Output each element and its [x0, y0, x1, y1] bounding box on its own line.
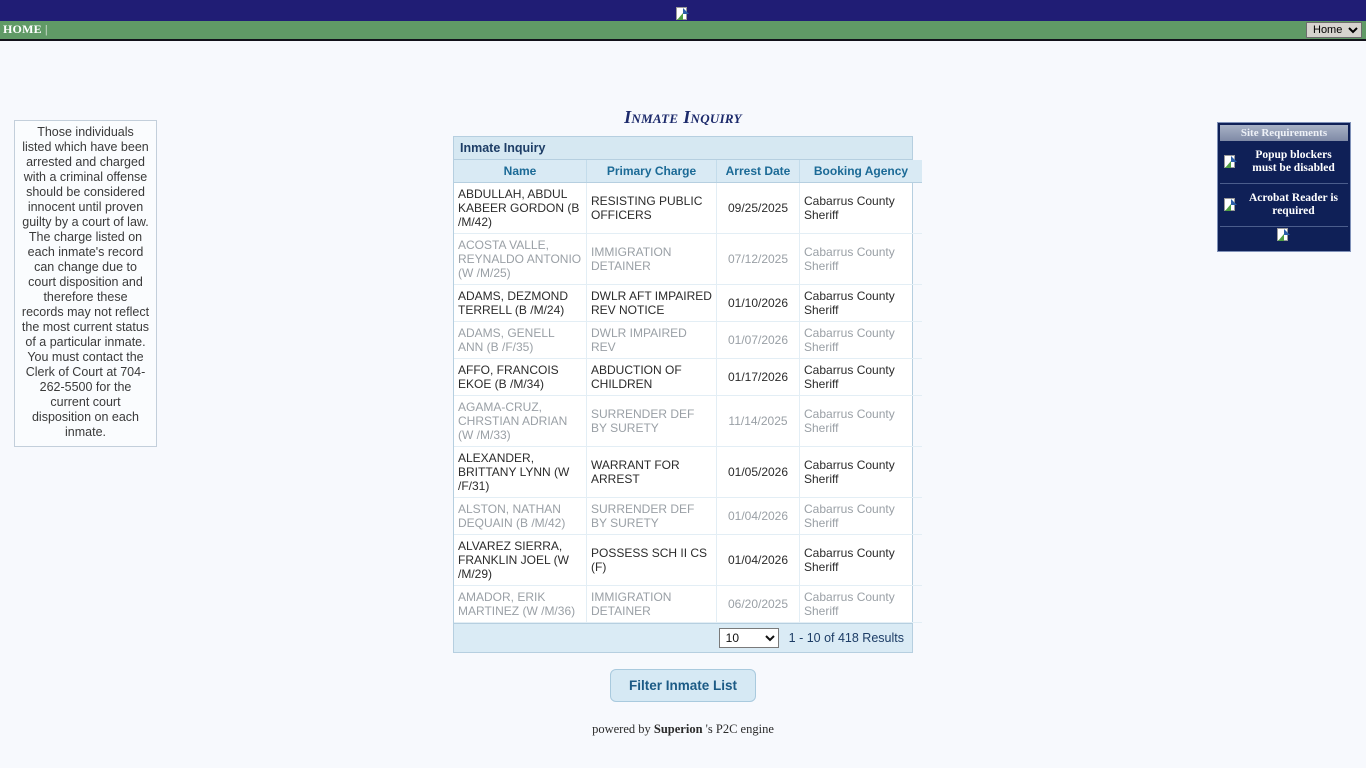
nav-separator: |	[45, 22, 48, 36]
cell-booking-agency: Cabarrus County Sheriff	[799, 321, 922, 359]
cell-booking-agency: Cabarrus County Sheriff	[799, 585, 922, 623]
cell-name[interactable]: ALVAREZ SIERRA, FRANKLIN JOEL (W /M/29)	[454, 534, 587, 586]
table-row[interactable]: AFFO, FRANCOIS EKOE (B /M/34) ABDUCTION …	[454, 358, 922, 396]
column-header-primary-charge[interactable]: Primary Charge	[586, 160, 717, 183]
table-header-row: Name Primary Charge Arrest Date Booking …	[454, 160, 922, 183]
page-title: Inmate Inquiry	[624, 107, 742, 127]
column-header-arrest-date[interactable]: Arrest Date	[716, 160, 800, 183]
cell-booking-agency: Cabarrus County Sheriff	[799, 395, 922, 447]
main-content: Inmate Inquiry Inmate Inquiry Name Prima…	[390, 101, 976, 737]
cell-name[interactable]: ABDULLAH, ABDUL KABEER GORDON (B /M/42)	[454, 182, 587, 234]
cell-arrest-date: 06/20/2025	[716, 585, 800, 623]
site-requirements-title: Site Requirements	[1220, 125, 1348, 141]
site-logo-broken-image-icon	[676, 7, 691, 22]
inmate-grid: Inmate Inquiry Name Primary Charge Arres…	[453, 136, 922, 653]
nav-home-link[interactable]: HOME |	[3, 22, 48, 37]
cell-booking-agency: Cabarrus County Sheriff	[799, 182, 922, 234]
cell-arrest-date: 01/10/2026	[716, 284, 800, 322]
powered-brand: Superion	[653, 722, 703, 736]
grid-caption: Inmate Inquiry	[454, 137, 912, 160]
cell-name[interactable]: ALSTON, NATHAN DEQUAIN (B /M/42)	[454, 497, 587, 535]
cell-name[interactable]: ADAMS, GENELL ANN (B /F/35)	[454, 321, 587, 359]
nav-home-label: HOME	[3, 22, 42, 36]
table-row[interactable]: ADAMS, GENELL ANN (B /F/35) DWLR IMPAIRE…	[454, 321, 922, 359]
nav-page-select[interactable]: Home	[1306, 22, 1362, 38]
cell-primary-charge: DWLR IMPAIRED REV	[586, 321, 717, 359]
cell-name[interactable]: ACOSTA VALLE, REYNALDO ANTONIO (W /M/25)	[454, 233, 587, 285]
cell-primary-charge: IMMIGRATION DETAINER	[586, 585, 717, 623]
cell-primary-charge: POSSESS SCH II CS (F)	[586, 534, 717, 586]
table-row[interactable]: ABDULLAH, ABDUL KABEER GORDON (B /M/42) …	[454, 182, 922, 234]
table-body: ABDULLAH, ABDUL KABEER GORDON (B /M/42) …	[454, 182, 922, 623]
cell-primary-charge: RESISTING PUBLIC OFFICERS	[586, 182, 717, 234]
site-requirement-label: Acrobat Reader is required	[1248, 192, 1338, 217]
table-head: Name Primary Charge Arrest Date Booking …	[454, 160, 922, 183]
cell-booking-agency: Cabarrus County Sheriff	[799, 284, 922, 322]
disclaimer-text: Those individuals listed which have been…	[21, 125, 150, 439]
page-size-select[interactable]: 10	[718, 628, 779, 648]
cell-primary-charge: ABDUCTION OF CHILDREN	[586, 358, 717, 396]
site-requirement-extra-icon-row	[1220, 227, 1348, 249]
cell-arrest-date: 01/04/2026	[716, 497, 800, 535]
popup-blocker-broken-image-icon	[1224, 154, 1239, 170]
column-header-name[interactable]: Name	[454, 160, 587, 183]
cell-name[interactable]: AMADOR, ERIK MARTINEZ (W /M/36)	[454, 585, 587, 623]
table-row[interactable]: ACOSTA VALLE, REYNALDO ANTONIO (W /M/25)…	[454, 233, 922, 285]
cell-primary-charge: WARRANT FOR ARREST	[586, 446, 717, 498]
site-requirement-label: Popup blockers must be disabled	[1252, 149, 1335, 174]
cell-name[interactable]: ADAMS, DEZMOND TERRELL (B /M/24)	[454, 284, 587, 322]
cell-primary-charge: SURRENDER DEF BY SURETY	[586, 497, 717, 535]
page-body: Those individuals listed which have been…	[0, 41, 1366, 768]
results-count: 1 - 10 of 418 Results	[788, 631, 904, 645]
disclaimer-box: Those individuals listed which have been…	[14, 120, 157, 447]
acrobat-reader-broken-image-icon	[1224, 197, 1239, 213]
column-header-booking-agency[interactable]: Booking Agency	[799, 160, 922, 183]
main-navigation-bar: HOME | Home	[0, 21, 1366, 41]
filter-inmate-list-button[interactable]: Filter Inmate List	[609, 669, 757, 702]
acrobat-download-broken-image-icon[interactable]	[1276, 228, 1292, 243]
site-requirement-popup-blockers: Popup blockers must be disabled	[1220, 141, 1348, 184]
cell-booking-agency: Cabarrus County Sheriff	[799, 497, 922, 535]
table-row[interactable]: ALSTON, NATHAN DEQUAIN (B /M/42) SURREND…	[454, 497, 922, 535]
cell-name[interactable]: ALEXANDER, BRITTANY LYNN (W /F/31)	[454, 446, 587, 498]
table-row[interactable]: AMADOR, ERIK MARTINEZ (W /M/36) IMMIGRAT…	[454, 585, 922, 623]
cell-arrest-date: 01/17/2026	[716, 358, 800, 396]
site-requirement-acrobat-reader: Acrobat Reader is required	[1220, 184, 1348, 227]
table-row[interactable]: ADAMS, DEZMOND TERRELL (B /M/24) DWLR AF…	[454, 284, 922, 322]
cell-arrest-date: 01/07/2026	[716, 321, 800, 359]
inmate-table: Name Primary Charge Arrest Date Booking …	[454, 160, 922, 623]
cell-name[interactable]: AGAMA-CRUZ, CHRSTIAN ADRIAN (W /M/33)	[454, 395, 587, 447]
cell-arrest-date: 07/12/2025	[716, 233, 800, 285]
cell-name[interactable]: AFFO, FRANCOIS EKOE (B /M/34)	[454, 358, 587, 396]
powered-prefix: powered by	[592, 722, 651, 736]
cell-arrest-date: 11/14/2025	[716, 395, 800, 447]
table-row[interactable]: ALVAREZ SIERRA, FRANKLIN JOEL (W /M/29) …	[454, 534, 922, 586]
cell-primary-charge: SURRENDER DEF BY SURETY	[586, 395, 717, 447]
cell-arrest-date: 01/05/2026	[716, 446, 800, 498]
cell-arrest-date: 09/25/2025	[716, 182, 800, 234]
top-banner	[0, 0, 1366, 21]
table-row[interactable]: ALEXANDER, BRITTANY LYNN (W /F/31) WARRA…	[454, 446, 922, 498]
powered-suffix: 's P2C engine	[705, 722, 774, 736]
cell-primary-charge: DWLR AFT IMPAIRED REV NOTICE	[586, 284, 717, 322]
cell-arrest-date: 01/04/2026	[716, 534, 800, 586]
powered-by-footer: powered by Superion 's P2C engine	[390, 722, 976, 737]
cell-booking-agency: Cabarrus County Sheriff	[799, 358, 922, 396]
cell-booking-agency: Cabarrus County Sheriff	[799, 233, 922, 285]
cell-primary-charge: IMMIGRATION DETAINER	[586, 233, 717, 285]
site-requirements-panel: Site Requirements Popup blockers must be…	[1217, 122, 1351, 253]
cell-booking-agency: Cabarrus County Sheriff	[799, 534, 922, 586]
cell-booking-agency: Cabarrus County Sheriff	[799, 446, 922, 498]
table-row[interactable]: AGAMA-CRUZ, CHRSTIAN ADRIAN (W /M/33) SU…	[454, 395, 922, 447]
grid-footer: 10 1 - 10 of 418 Results	[454, 623, 912, 652]
